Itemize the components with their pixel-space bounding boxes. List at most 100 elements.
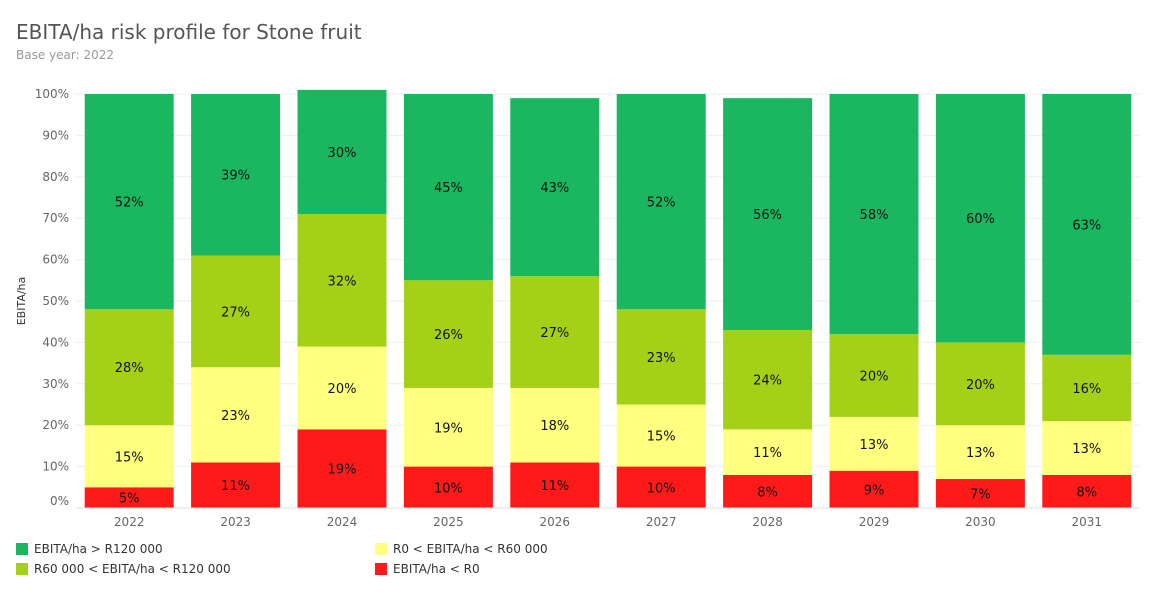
- data-label: 8%: [757, 485, 778, 500]
- legend-label: EBITA/ha > R120 000: [34, 542, 163, 556]
- bar-segment: [510, 98, 600, 277]
- data-label: 19%: [328, 463, 357, 478]
- x-tick-label: 2029: [859, 515, 890, 529]
- bar-segment: [616, 404, 706, 467]
- data-label: 18%: [540, 419, 569, 434]
- data-label: 27%: [221, 305, 250, 320]
- data-label: 15%: [647, 430, 676, 445]
- legend-swatch: [375, 563, 387, 575]
- data-label: 5%: [119, 492, 140, 507]
- data-label: 24%: [753, 374, 782, 389]
- bar-segment: [1042, 94, 1132, 355]
- bar-segment: [935, 425, 1025, 480]
- data-label: 63%: [1072, 218, 1101, 233]
- data-label: 26%: [434, 328, 463, 343]
- bar-segment: [616, 466, 706, 508]
- legend-label: R60 000 < EBITA/ha < R120 000: [34, 562, 231, 576]
- y-tick-label: 60%: [42, 253, 69, 267]
- legend-item-above-120k[interactable]: EBITA/ha > R120 000: [16, 542, 163, 556]
- bar-segment: [191, 94, 281, 256]
- data-label: 27%: [540, 326, 569, 341]
- data-label: 43%: [540, 181, 569, 196]
- y-tick-label: 30%: [42, 377, 69, 391]
- bar-segment: [403, 280, 493, 388]
- bar-segment: [191, 367, 281, 463]
- bar-segment: [1042, 421, 1132, 475]
- data-label: 16%: [1072, 382, 1101, 397]
- bar-segment: [935, 94, 1025, 343]
- data-label: 32%: [328, 274, 357, 289]
- bar-segment: [84, 487, 174, 508]
- data-label: 58%: [860, 208, 889, 223]
- data-label: 39%: [221, 169, 250, 184]
- data-label: 11%: [221, 479, 250, 494]
- data-label: 56%: [753, 208, 782, 223]
- legend-swatch: [16, 563, 28, 575]
- data-label: 52%: [647, 196, 676, 211]
- y-tick-label: 100%: [35, 87, 69, 101]
- bar-segment: [935, 479, 1025, 508]
- x-tick-label: 2024: [327, 515, 358, 529]
- bar-segment: [191, 462, 281, 508]
- data-label: 13%: [966, 446, 995, 461]
- bar-segment: [297, 429, 387, 508]
- data-label: 20%: [860, 370, 889, 385]
- data-label: 20%: [966, 378, 995, 393]
- bar-segment: [84, 309, 174, 426]
- x-tick-label: 2026: [540, 515, 571, 529]
- data-label: 10%: [434, 481, 463, 496]
- legend-label: R0 < EBITA/ha < R60 000: [393, 542, 548, 556]
- data-label: 7%: [970, 488, 991, 503]
- legend-swatch: [16, 543, 28, 555]
- bar-segment: [1042, 354, 1132, 422]
- data-label: 11%: [540, 479, 569, 494]
- data-label: 52%: [115, 196, 144, 211]
- data-label: 45%: [434, 181, 463, 196]
- legend-item-below-0[interactable]: EBITA/ha < R0: [375, 562, 480, 576]
- bar-segment: [403, 466, 493, 508]
- y-tick-label: 0%: [50, 494, 69, 508]
- data-label: 9%: [864, 483, 885, 498]
- bar-segment: [510, 462, 600, 508]
- bar-segment: [510, 276, 600, 388]
- data-label: 20%: [328, 382, 357, 397]
- x-tick-label: 2025: [433, 515, 464, 529]
- x-tick-label: 2027: [646, 515, 677, 529]
- bar-segment: [297, 346, 387, 430]
- y-tick-label: 70%: [42, 211, 69, 225]
- bar-segment: [510, 387, 600, 463]
- x-tick-label: 2030: [965, 515, 996, 529]
- y-tick-label: 20%: [42, 418, 69, 432]
- x-tick-label: 2031: [1072, 515, 1103, 529]
- bar-segment: [829, 470, 919, 508]
- data-label: 10%: [647, 481, 676, 496]
- data-label: 60%: [966, 212, 995, 227]
- y-axis-title: EBITA/ha: [15, 277, 28, 326]
- legend-swatch: [375, 543, 387, 555]
- legend-item-60k-to-120k[interactable]: R60 000 < EBITA/ha < R120 000: [16, 562, 231, 576]
- bar-segment: [829, 94, 919, 335]
- data-label: 23%: [647, 351, 676, 366]
- bar-segment: [403, 94, 493, 281]
- y-tick-label: 90%: [42, 128, 69, 142]
- data-label: 30%: [328, 146, 357, 161]
- bar-segment: [723, 474, 813, 508]
- data-label: 8%: [1076, 485, 1097, 500]
- bar-segment: [935, 342, 1025, 426]
- x-tick-label: 2023: [220, 515, 251, 529]
- bar-segment: [616, 309, 706, 405]
- data-label: 23%: [221, 409, 250, 424]
- bar-segment: [829, 334, 919, 417]
- data-label: 13%: [860, 438, 889, 453]
- bar-segment: [403, 387, 493, 467]
- bar-segment: [829, 416, 919, 471]
- bar-segment: [84, 94, 174, 310]
- data-label: 13%: [1072, 442, 1101, 457]
- bar-segment: [723, 98, 813, 330]
- data-label: 15%: [115, 450, 144, 465]
- legend-item-0-to-60k[interactable]: R0 < EBITA/ha < R60 000: [375, 542, 548, 556]
- chart-title: EBITA/ha risk profile for Stone fruit: [16, 20, 362, 44]
- y-tick-label: 50%: [42, 294, 69, 308]
- data-label: 19%: [434, 421, 463, 436]
